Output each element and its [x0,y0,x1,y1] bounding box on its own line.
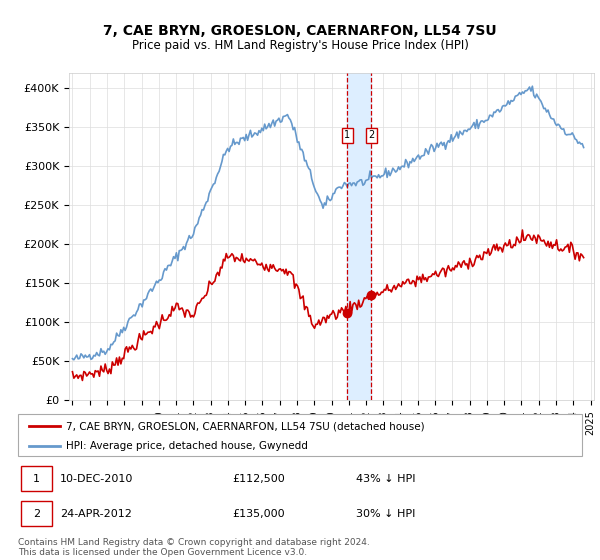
Text: 10-DEC-2010: 10-DEC-2010 [60,474,134,484]
Text: Contains HM Land Registry data © Crown copyright and database right 2024.
This d: Contains HM Land Registry data © Crown c… [18,538,370,557]
Text: HPI: Average price, detached house, Gwynedd: HPI: Average price, detached house, Gwyn… [66,441,308,451]
Bar [347,73,371,400]
Text: £112,500: £112,500 [232,474,285,484]
Text: 43% ↓ HPI: 43% ↓ HPI [356,474,416,484]
Text: 2: 2 [368,130,374,140]
Bar [21,466,52,491]
Text: 1: 1 [33,474,40,484]
Bar [21,501,52,526]
Text: 7, CAE BRYN, GROESLON, CAERNARFON, LL54 7SU (detached house): 7, CAE BRYN, GROESLON, CAERNARFON, LL54 … [66,421,425,431]
Text: 7, CAE BRYN, GROESLON, CAERNARFON, LL54 7SU: 7, CAE BRYN, GROESLON, CAERNARFON, LL54 … [103,24,497,38]
Text: Price paid vs. HM Land Registry's House Price Index (HPI): Price paid vs. HM Land Registry's House … [131,39,469,53]
Text: 1: 1 [344,130,350,140]
Text: 30% ↓ HPI: 30% ↓ HPI [356,508,416,519]
Text: 24-APR-2012: 24-APR-2012 [60,508,132,519]
Text: 2: 2 [33,508,40,519]
FancyBboxPatch shape [18,414,582,456]
Text: £135,000: £135,000 [232,508,285,519]
